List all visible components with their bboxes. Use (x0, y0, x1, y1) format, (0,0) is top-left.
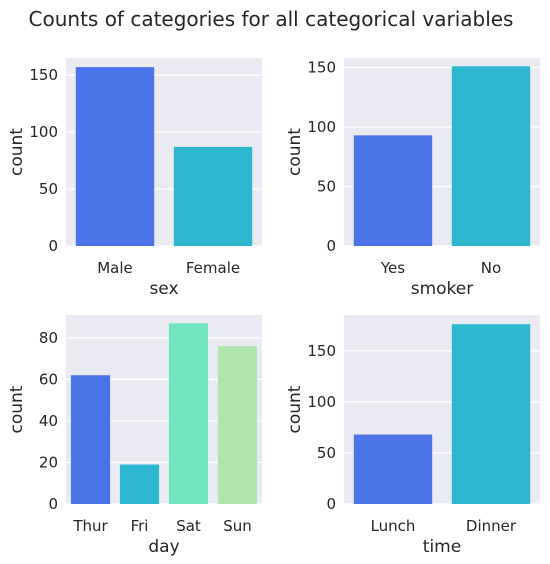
y-tick-label-sex: 50 (39, 180, 58, 198)
x-tick-label-day: Sun (223, 517, 252, 535)
bar-day-fri (119, 464, 160, 504)
y-tick-label-day: 20 (39, 453, 58, 471)
y-tick-label-time: 150 (307, 342, 336, 360)
bar-time-lunch (353, 434, 433, 504)
y-tick-label-day: 0 (48, 495, 58, 513)
y-tick-label-sex: 0 (48, 237, 58, 255)
subplot-sex: 0 50 100 150 Male Female sex count (7, 58, 262, 299)
bar-smoker-yes (353, 135, 433, 246)
subplot-time: 0 50 100 150 Lunch Dinner time count (285, 315, 540, 557)
x-tick-label-time: Lunch (371, 517, 416, 535)
subplots: 0 50 100 150 Male Female sex count 0 50 100 150 Yes N… (7, 58, 540, 557)
y-tick-label-day: 60 (39, 370, 58, 388)
x-tick-label-day: Fri (131, 517, 149, 535)
bar-smoker-no (451, 66, 531, 246)
figure-title: Counts of categories for all categorical… (29, 7, 514, 31)
y-axis-label-sex: count (7, 128, 27, 176)
subplot-smoker: 0 50 100 150 Yes No smoker count (285, 58, 540, 299)
y-tick-label-smoker: 50 (317, 178, 336, 196)
y-tick-label-time: 100 (307, 393, 336, 411)
x-axis-label-day: day (148, 537, 179, 557)
x-tick-label-sex: Female (186, 259, 240, 277)
y-tick-label-time: 50 (317, 444, 336, 462)
bar-day-sun (217, 346, 258, 504)
y-tick-label-smoker: 0 (326, 237, 336, 255)
x-tick-label-day: Thur (72, 517, 108, 535)
x-axis-label-smoker: smoker (411, 279, 474, 299)
bar-sex-female (173, 146, 253, 246)
x-tick-label-smoker: Yes (380, 259, 405, 277)
y-tick-label-sex: 150 (29, 66, 58, 84)
x-axis-label-time: time (423, 537, 461, 557)
y-tick-label-smoker: 100 (307, 118, 336, 136)
x-tick-label-time: Dinner (466, 517, 517, 535)
x-tick-label-sex: Male (97, 259, 133, 277)
x-axis-label-sex: sex (149, 279, 178, 299)
y-tick-label-day: 80 (39, 329, 58, 347)
x-tick-label-smoker: No (481, 259, 501, 277)
bar-time-dinner (451, 324, 531, 504)
x-tick-label-day: Sat (176, 517, 201, 535)
y-axis-label-smoker: count (285, 128, 305, 176)
y-tick-label-day: 40 (39, 412, 58, 430)
y-tick-label-time: 0 (326, 495, 336, 513)
bar-day-thur (70, 375, 111, 504)
y-tick-label-smoker: 150 (307, 59, 336, 77)
y-tick-label-sex: 100 (29, 123, 58, 141)
bar-day-sat (168, 323, 209, 504)
subplot-day: 0 20 40 60 80 Thur Fri Sat Sun day count (7, 315, 262, 557)
y-axis-label-day: count (7, 385, 27, 433)
y-axis-label-time: count (285, 385, 305, 433)
bar-sex-male (75, 67, 155, 247)
